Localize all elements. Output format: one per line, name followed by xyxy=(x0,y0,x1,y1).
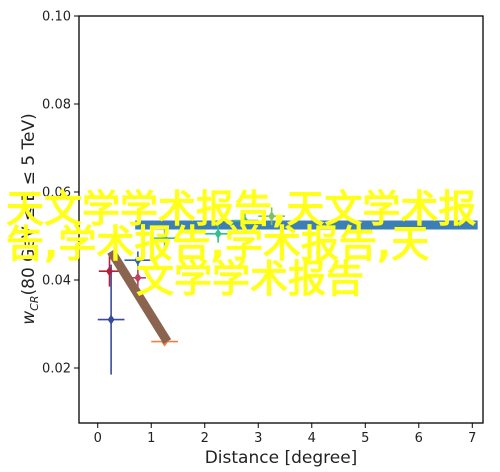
x-tick-label-5: 5 xyxy=(361,431,369,446)
x-tick-label-7: 7 xyxy=(468,431,476,446)
y-tick-label-1: 0.04 xyxy=(42,274,71,289)
overlay-line-2: 告,学术报告,学术报告,天 xyxy=(6,222,429,266)
y-tick-label-0: 0.02 xyxy=(42,362,71,377)
point-marker-5 xyxy=(161,233,169,244)
y-axis-title-sub: CR xyxy=(28,295,41,310)
x-tick-label-4: 4 xyxy=(308,431,316,446)
point-marker-0 xyxy=(107,314,115,325)
x-tick-label-1: 1 xyxy=(147,431,155,446)
x-axis-title: Distance [degree] xyxy=(205,448,358,468)
point-marker-6 xyxy=(214,228,222,239)
point-marker-8 xyxy=(268,211,276,222)
diagonal-line xyxy=(107,249,172,344)
x-tick-label-0: 0 xyxy=(94,431,102,446)
y-tick-label-3: 0.08 xyxy=(42,98,71,113)
plot-area xyxy=(97,207,478,375)
y-tick-label-4: 0.10 xyxy=(42,10,71,25)
y-axis-title-suffix: (80 GeV ≤ E ≤ 5 TeV) xyxy=(19,113,39,295)
point-marker-7 xyxy=(241,215,249,226)
y-axis-title-prefix: w xyxy=(19,311,39,325)
y-tick-label-2: 0.06 xyxy=(42,186,71,201)
x-tick-label-2: 2 xyxy=(201,431,209,446)
point-marker-2 xyxy=(134,255,142,266)
x-tick-label-3: 3 xyxy=(254,431,262,446)
overlay-line-1: 天文学学术报告,天文学术报 xyxy=(6,187,476,231)
point-marker-3 xyxy=(134,272,142,283)
overlay-watermark: 天文学学术报告,天文学术报 告,学术报告,学术报告,天 文学学术报告 xyxy=(6,187,476,301)
point-marker-1 xyxy=(106,266,114,277)
overlay-line-3: 文学学术报告 xyxy=(136,257,364,301)
axes: 0 1 2 3 4 5 6 7 0.02 0.04 0.06 0.08 0.10 xyxy=(42,10,484,446)
x-tick-label-6: 6 xyxy=(415,431,423,446)
plot-frame xyxy=(78,15,484,424)
y-axis-title: wCR(80 GeV ≤ E ≤ 5 TeV) xyxy=(19,113,41,324)
